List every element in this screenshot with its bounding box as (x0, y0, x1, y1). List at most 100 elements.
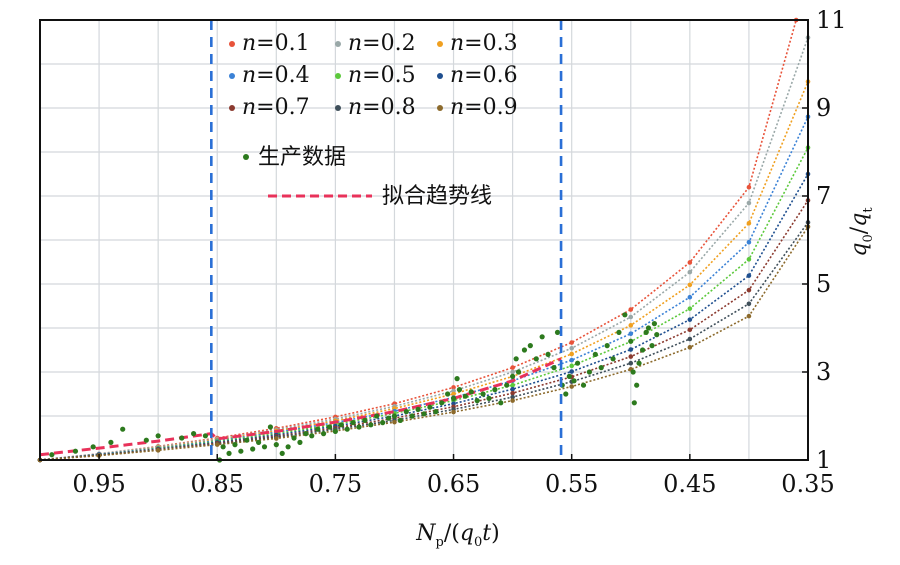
series-point-n=0.6 (628, 347, 634, 352)
production-data-point (492, 387, 498, 393)
series-curves (37, 17, 811, 463)
production-data-point (220, 444, 226, 450)
production-data-point (309, 433, 315, 439)
production-data-point (332, 428, 338, 434)
y-tick-label: 1 (816, 446, 831, 474)
legend-label-n=0.8: n=0.8 (348, 95, 416, 120)
x-tick-label: 0.55 (545, 470, 598, 498)
production-data-point (504, 382, 510, 388)
production-data-point (450, 395, 457, 401)
production-data-point (338, 422, 344, 428)
legend: n=0.1 n=0.2 n=0.3 n=0.4 n=0.5 n=0.6 n=0.7 n=0.8… (229, 31, 518, 209)
series-point-n=0.6 (569, 369, 574, 374)
production-data-point (533, 356, 539, 362)
series-point-n=0.3 (628, 323, 634, 328)
production-data-point (344, 426, 350, 432)
production-data-point (179, 435, 185, 441)
series-point-n=0.9 (451, 409, 456, 415)
production-data-point (604, 343, 610, 349)
series-point-n=0.7 (687, 327, 693, 333)
series-point-n=0.2 (687, 269, 693, 275)
production-data-point (385, 415, 392, 421)
production-data-point (191, 431, 197, 437)
production-data-point (315, 426, 321, 432)
series-line-n=0.4 (39, 116, 809, 461)
production-data-point (630, 369, 636, 375)
grid-lines (39, 19, 809, 461)
legend-marker-n=0.6 (437, 73, 443, 79)
production-data-point (374, 413, 380, 419)
production-data-point (232, 442, 238, 448)
production-data-point (362, 417, 368, 423)
production-data-point (639, 347, 646, 353)
series-point-n=0.9 (569, 384, 574, 389)
series-point-n=0.6 (687, 317, 693, 322)
legend-marker-n=0.3 (437, 41, 443, 47)
production-data-point (510, 373, 516, 379)
y-tick-label: 3 (816, 358, 831, 386)
production-data-point (261, 444, 268, 450)
series-point-n=0.2 (510, 369, 515, 375)
production-data-point (539, 334, 545, 340)
legend-marker-n=0.8 (335, 105, 341, 111)
production-data-point (571, 378, 577, 384)
production-data-point (649, 343, 655, 349)
production-data-point (654, 332, 660, 338)
series-point-n=0.7 (628, 354, 634, 359)
series-point-n=0.3 (569, 351, 574, 357)
production-data-point (356, 424, 362, 430)
production-data-point (297, 439, 303, 445)
production-data-point (427, 404, 433, 410)
series-point-n=0.1 (451, 385, 456, 390)
x-tick-label: 0.95 (72, 470, 125, 498)
production-data-point (320, 431, 327, 437)
legend-marker-n=0.2 (335, 41, 341, 47)
series-point-n=0.3 (451, 391, 456, 397)
x-tick-label: 0.65 (427, 470, 480, 498)
legend-label-n=0.3: n=0.3 (450, 31, 518, 56)
production-data-point (592, 351, 598, 357)
series-point-n=0.9 (510, 398, 515, 403)
production-data-point (545, 351, 551, 357)
production-data-point (380, 420, 386, 426)
legend-label-n=0.1: n=0.1 (242, 31, 310, 56)
series-point-n=0.1 (746, 184, 752, 190)
series-point-n=0.6 (510, 386, 515, 392)
production-data-point (143, 437, 149, 443)
series-line-n=0.3 (39, 81, 809, 461)
production-data-point (202, 433, 209, 439)
legend-label-trend-line: 拟合趋势线 (382, 184, 492, 209)
production-data-point (120, 426, 126, 432)
legend-marker-production-data (243, 154, 249, 160)
plot-frame (39, 19, 809, 461)
series-point-n=0.3 (687, 282, 693, 288)
production-data-point (49, 452, 55, 458)
series-point-n=0.1 (510, 365, 515, 370)
legend-marker-n=0.1 (229, 41, 235, 47)
production-data-point (391, 413, 398, 419)
series-line-n=0.2 (39, 37, 809, 461)
series-point-n=0.1 (687, 260, 693, 265)
y-tick-label: 7 (816, 182, 831, 210)
series-point-n=0.9 (746, 313, 752, 319)
production-data-point (250, 446, 256, 452)
legend-marker-n=0.9 (437, 105, 443, 111)
production-data-point (480, 391, 486, 397)
series-point-n=0.9 (274, 436, 279, 441)
legend-label-n=0.9: n=0.9 (450, 95, 518, 120)
series-point-n=0.8 (510, 394, 515, 400)
production-data-point (397, 417, 403, 423)
series-point-n=0.8 (687, 336, 693, 342)
legend-marker-n=0.7 (229, 105, 235, 111)
y-axis-label: q0/qt (847, 207, 876, 257)
series-point-n=0.9 (214, 442, 220, 447)
series-point-n=0.6 (746, 273, 752, 278)
production-data-point (285, 444, 291, 450)
production-data-point (267, 424, 273, 430)
x-tick-label: 0.75 (309, 470, 362, 498)
y-tick-label: 11 (816, 6, 847, 34)
production-data-point (350, 420, 356, 426)
series-point-n=0.2 (628, 314, 634, 320)
series-line-n=0.7 (39, 199, 809, 461)
